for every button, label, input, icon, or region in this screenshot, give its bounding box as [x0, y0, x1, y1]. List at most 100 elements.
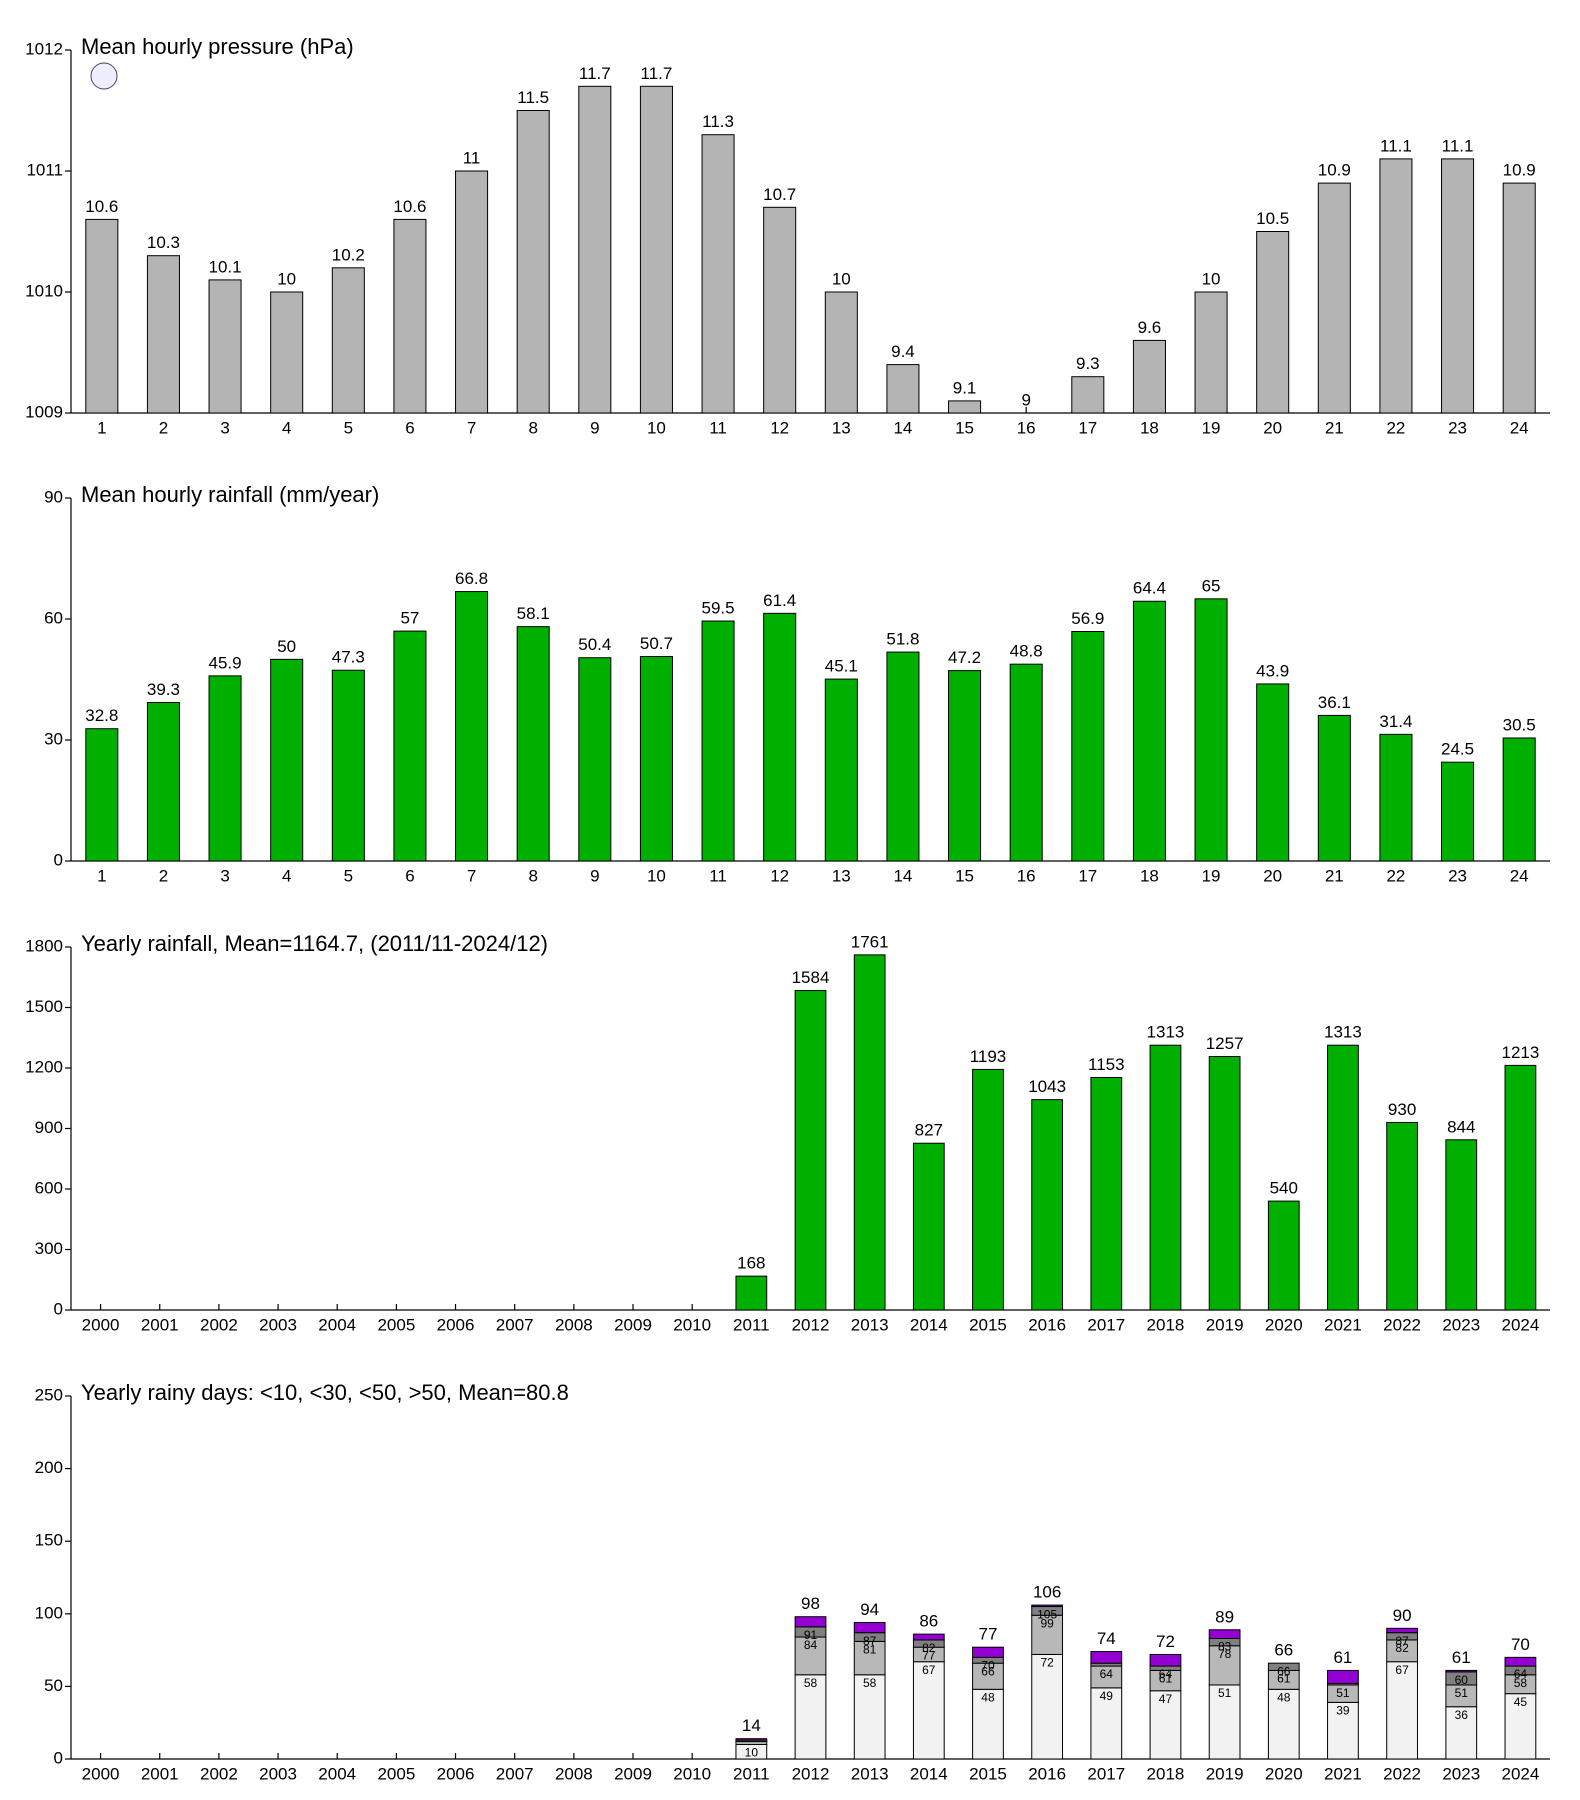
bar-label: 11.1 [1380, 136, 1412, 155]
x-tick-label: 5 [344, 418, 353, 437]
bar [886, 651, 920, 862]
x-tick-label: 2013 [851, 1764, 889, 1783]
y-tick-label: 50 [44, 1676, 63, 1695]
bar [886, 364, 920, 414]
bar-segment [1149, 1653, 1182, 1667]
bar [1149, 1044, 1182, 1311]
total-label: 77 [979, 1625, 998, 1644]
segment-label: 77 [922, 1648, 936, 1662]
bar-label: 10.3 [147, 233, 180, 252]
bar-label: 9 [1021, 390, 1030, 409]
bar [1071, 631, 1105, 862]
bar-label: 11.5 [517, 88, 549, 107]
total-label: 14 [742, 1716, 761, 1735]
x-tick-label: 23 [1448, 418, 1467, 437]
x-tick-label: 2022 [1383, 1764, 1421, 1783]
bar-label: 10.9 [1503, 161, 1536, 180]
bar-segment [912, 1633, 945, 1641]
bar-label: 66.8 [455, 569, 488, 588]
x-tick-label: 2004 [318, 1764, 356, 1783]
bar-label: 50.7 [640, 634, 673, 653]
x-tick-label: 13 [832, 866, 851, 885]
segment-label: 99 [1040, 1616, 1054, 1630]
bar-segment [972, 1662, 1004, 1690]
bar [393, 630, 427, 862]
x-tick-label: 16 [1017, 418, 1036, 437]
bar [331, 267, 365, 414]
segment-label: 67 [1395, 1663, 1409, 1677]
x-tick-label: 14 [893, 418, 912, 437]
segment-label: 66 [1277, 1664, 1291, 1678]
x-tick-label: 4 [282, 418, 291, 437]
y-tick-label: 300 [35, 1239, 63, 1258]
x-tick-label: 11 [709, 866, 727, 885]
bar-segment [972, 1688, 1004, 1760]
x-tick-label: 15 [955, 866, 974, 885]
bar-label: 58.1 [517, 604, 550, 623]
x-tick-label: 2021 [1324, 1764, 1362, 1783]
segment-label: 45 [1514, 1695, 1528, 1709]
total-label: 61 [1333, 1648, 1352, 1667]
x-tick-label: 2016 [1028, 1315, 1066, 1334]
bar-segment [1327, 1669, 1359, 1684]
segment-label: 58 [1514, 1676, 1528, 1690]
x-tick-label: 24 [1510, 418, 1529, 437]
x-tick-label: 2011 [733, 1764, 770, 1783]
x-tick-label: 2022 [1383, 1315, 1421, 1334]
total-label: 74 [1097, 1629, 1116, 1648]
segment-label: 61 [1277, 1672, 1291, 1686]
bar [763, 206, 797, 414]
x-tick-label: 2016 [1028, 1764, 1066, 1783]
bar-label: 51.8 [886, 630, 919, 649]
x-tick-label: 2001 [141, 1764, 179, 1783]
bar-label: 1584 [792, 968, 830, 987]
bar [639, 656, 673, 862]
bar-label: 11.3 [702, 112, 734, 131]
x-tick-label: 19 [1202, 866, 1221, 885]
bar [1441, 158, 1475, 414]
x-tick-label: 17 [1078, 866, 1097, 885]
bar [455, 591, 489, 862]
bar-segment [1090, 1687, 1123, 1760]
x-tick-label: 12 [770, 418, 789, 437]
x-tick-label: 2012 [792, 1764, 830, 1783]
x-tick-label: 21 [1325, 418, 1344, 437]
bar [1256, 231, 1290, 414]
bar-label: 1761 [851, 932, 889, 951]
bar-label: 844 [1447, 1117, 1475, 1136]
y-tick-label: 900 [35, 1118, 63, 1137]
x-tick-label: 2000 [82, 1764, 120, 1783]
bar [85, 218, 119, 414]
y-tick-label: 600 [35, 1178, 63, 1197]
x-tick-label: 2006 [437, 1764, 475, 1783]
x-tick-label: 2018 [1147, 1315, 1185, 1334]
x-tick-label: 13 [832, 418, 851, 437]
x-tick-label: 2011 [733, 1315, 770, 1334]
bar-label: 47.3 [332, 648, 365, 667]
bar [1071, 376, 1105, 414]
segment-label: 58 [863, 1676, 877, 1690]
x-tick-label: 2014 [910, 1764, 948, 1783]
bar-label: 168 [737, 1254, 765, 1273]
bar [85, 728, 119, 862]
segment-label: 51 [1218, 1686, 1232, 1700]
bar-label: 1313 [1147, 1023, 1185, 1042]
bar-label: 9.1 [953, 378, 977, 397]
x-tick-label: 10 [647, 866, 666, 885]
bar [1009, 663, 1043, 862]
bar-label: 930 [1388, 1100, 1416, 1119]
bar [146, 255, 180, 414]
segment-label: 81 [863, 1643, 877, 1657]
segment-label: 70 [981, 1659, 995, 1673]
bar [455, 170, 489, 414]
bar [1502, 182, 1536, 414]
x-tick-label: 2 [159, 418, 168, 437]
bar [393, 218, 427, 414]
x-tick-label: 23 [1448, 866, 1467, 885]
x-tick-label: 2023 [1442, 1315, 1480, 1334]
x-tick-label: 2013 [851, 1315, 889, 1334]
bar-label: 47.2 [948, 648, 981, 667]
segment-label: 64 [1159, 1667, 1173, 1681]
bar-label: 9.6 [1138, 318, 1162, 337]
segment-label: 61 [1159, 1672, 1173, 1686]
